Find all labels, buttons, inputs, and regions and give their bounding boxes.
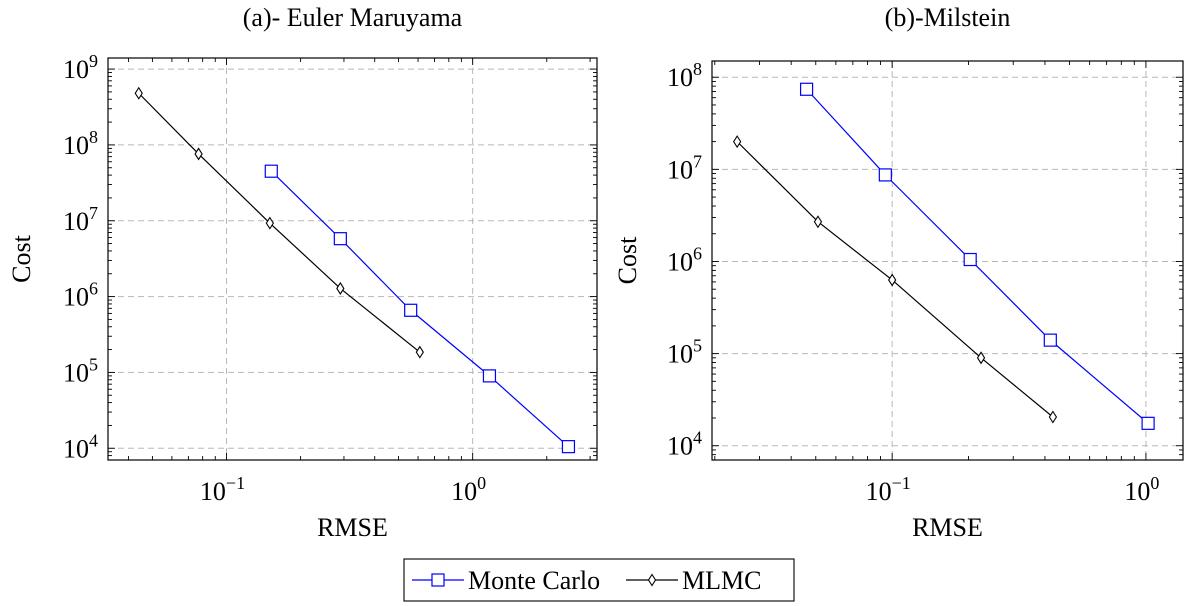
data-point [482,369,497,383]
x-tick-label-base: 10 [866,477,892,506]
data-point [134,86,143,100]
tick-marks [108,58,597,461]
y-tick-label-exponent: 6 [89,279,98,299]
y-tick-label: 104 [667,428,702,461]
tick-marks [712,61,1183,461]
x-tick-label: 100 [1124,473,1159,506]
data-point [194,147,203,161]
data-point [1043,333,1057,347]
y-tick-label: 107 [63,203,98,236]
legend-box [403,558,795,602]
y-tick-label-base: 10 [667,432,693,461]
y-tick-label-base: 10 [63,55,89,84]
x-tick-label-base: 10 [200,477,226,506]
legend-label: Monte Carlo [468,566,600,595]
data-point [415,345,424,359]
data-point [878,168,892,182]
x-tick-label: 10−1 [866,473,911,506]
y-tick-label-exponent: 9 [89,51,98,71]
series-line [270,170,569,448]
y-tick-label-base: 10 [63,283,89,312]
grid [712,61,1183,460]
data-point [265,216,275,230]
legend-label: MLMC [682,566,761,595]
y-tick-label-exponent: 8 [89,127,98,147]
plot-frame [711,60,1184,461]
y-tick-label-exponent: 8 [693,59,702,79]
y-tick-label-base: 10 [63,434,89,463]
y-tick-label-base: 10 [63,207,89,236]
data-point [336,281,345,295]
y-tick-label-exponent: 5 [693,336,702,356]
x-tick-label: 100 [451,473,486,506]
data-point [1141,416,1155,430]
y-tick-label: 105 [63,354,98,387]
y-tick-label-exponent: 6 [693,243,702,263]
data-point [404,303,418,317]
y-tick-label-base: 10 [667,340,693,369]
series-mlmc [733,135,1058,424]
data-point [799,82,814,96]
x-tick-label: 10−1 [200,473,245,506]
x-tick-label-base: 10 [451,477,477,506]
data-point [561,440,576,454]
x-tick-label-base: 10 [1124,477,1150,506]
series-monte-carlo [264,164,576,454]
x-tick-label-exponent: 0 [1150,473,1159,493]
legend: Monte Carlo MLMC [403,558,795,602]
grid [108,58,597,460]
y-tick-label-exponent: 7 [693,151,702,171]
y-tick-label-exponent: 7 [89,203,98,223]
y-tick-label: 108 [63,127,98,160]
x-tick-label-exponent: −1 [892,473,911,493]
series-line [138,92,421,353]
y-tick-label: 109 [63,51,98,84]
legend-square-marker [431,573,445,587]
y-tick-label-base: 10 [667,247,693,276]
x-tick-label-exponent: 0 [477,473,486,493]
chart-title: (b)-Milstein [885,3,1011,32]
data-point [963,252,977,267]
y-tick-label: 105 [667,336,702,369]
x-tick-label-exponent: −1 [226,473,245,493]
chart-title: (a)- Euler Maruyama [243,3,463,32]
data-point [976,351,986,365]
y-axis-label: Cost [613,236,642,284]
plot-frame [107,57,598,461]
y-tick-label-exponent: 5 [89,354,98,374]
series-monte-carlo [799,82,1155,430]
series-mlmc [134,86,424,359]
y-tick-label: 108 [667,59,702,92]
y-tick-label: 106 [667,243,702,276]
y-tick-label: 106 [63,279,98,312]
series-line [806,88,1149,424]
y-tick-label: 104 [63,430,98,463]
x-axis-label: RMSE [317,513,388,542]
data-point [333,232,347,246]
y-axis-label: Cost [7,234,36,282]
y-tick-label-base: 10 [667,63,693,92]
y-tick-label-base: 10 [63,131,89,160]
y-tick-label-base: 10 [667,155,693,184]
data-point [888,273,897,287]
x-axis-label: RMSE [912,513,983,542]
data-point [264,164,278,178]
y-tick-label-base: 10 [63,358,89,387]
data-point [813,215,823,229]
y-tick-label: 107 [667,151,702,184]
data-point [1048,410,1058,424]
y-tick-label-exponent: 4 [89,430,98,450]
legend-diamond-marker [647,573,657,587]
y-tick-label-exponent: 4 [693,428,702,448]
data-point [733,135,742,149]
